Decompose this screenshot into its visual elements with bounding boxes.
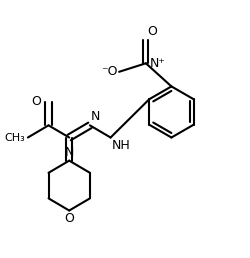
Text: NH: NH [112,139,130,152]
Text: CH₃: CH₃ [5,133,25,142]
Text: ⁻O: ⁻O [102,65,118,78]
Text: O: O [64,212,74,225]
Text: O: O [31,94,41,108]
Text: N: N [91,110,101,123]
Text: O: O [147,25,157,38]
Text: N⁺: N⁺ [150,57,166,70]
Text: N: N [64,147,74,159]
